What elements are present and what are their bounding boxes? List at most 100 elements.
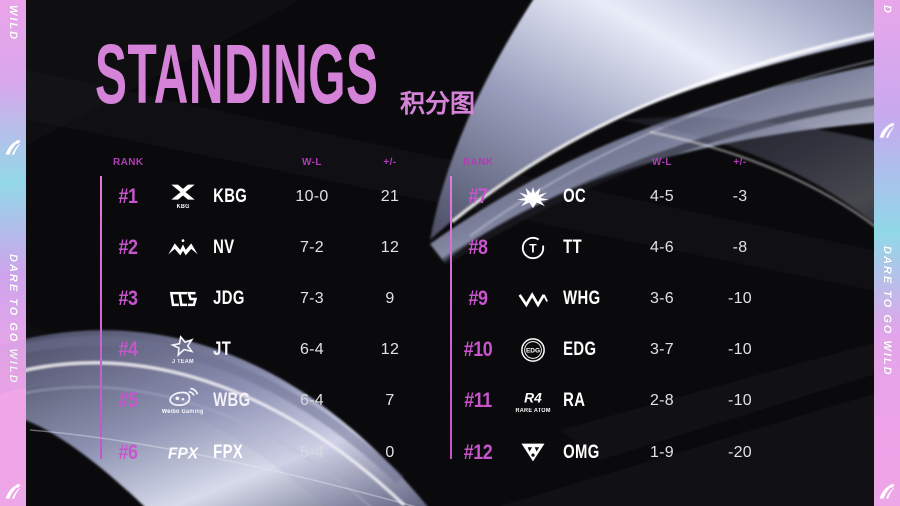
team-name: OMG (563, 441, 600, 463)
rank-label: #8 (468, 235, 488, 259)
rank-label: #6 (118, 440, 138, 464)
team-logo-glyph (514, 289, 552, 309)
team-logo-glyph: R4 (514, 388, 552, 407)
win-loss-value: 4-5 (649, 187, 675, 205)
page-title: STANDINGS (95, 27, 379, 121)
page-header: STANDINGS 积分图 (95, 27, 592, 121)
whg-logo (506, 289, 560, 309)
page-subtitle-zh: 积分图 (400, 90, 476, 118)
team-name: EDG (563, 339, 597, 361)
rank-label: #1 (118, 184, 138, 208)
rank-label: #10 (463, 338, 493, 362)
win-loss-value: 6-4 (299, 392, 325, 410)
team-logo-glyph: FPX (163, 442, 203, 464)
standings-table-right: RANK W-L +/- #7 OC 4-5 -3 #8 T TT 4- (450, 153, 780, 478)
win-loss-value: 7-3 (299, 289, 325, 307)
plus-minus-value: -8 (732, 238, 748, 256)
plus-minus-value: -3 (732, 187, 748, 205)
banner-text-phrase: DARE TO GO WILD (7, 254, 19, 385)
team-logo-caption: Weibo Gaming (162, 409, 204, 416)
team-name: NV (213, 236, 235, 258)
team-name: WHG (563, 287, 601, 309)
rank-label: #3 (118, 286, 138, 310)
banner-text-partial: WILD (7, 5, 19, 42)
team-name: JDG (213, 287, 245, 309)
omg-logo (506, 441, 560, 464)
team-logo-caption: J TEAM (172, 358, 194, 365)
wild-claw-icon (879, 483, 895, 499)
wild-claw-icon (5, 139, 21, 155)
column-header-win-loss: W-L (652, 156, 672, 168)
win-loss-value: 2-8 (649, 392, 675, 410)
team-name: OC (563, 185, 587, 207)
rank-label: #2 (118, 235, 138, 259)
standings-row: #4 J TEAM JT 6-4 12 (100, 325, 430, 376)
team-logo-glyph (165, 183, 201, 203)
table-header-row: RANK W-L +/- (100, 153, 430, 171)
plus-minus-value: 12 (380, 238, 400, 256)
win-loss-value: 4-6 (649, 238, 675, 256)
team-logo-glyph (164, 237, 202, 259)
standings-row: #5 Weibo Gaming WBG 6-4 7 (100, 376, 430, 427)
standings-row: #8 T TT 4-6 -8 (450, 222, 780, 273)
win-loss-value: 6-4 (299, 341, 325, 359)
edg-logo: EDG (506, 337, 560, 363)
svg-text:FPX: FPX (168, 445, 200, 462)
standings-row: #6 FPX FPX 5-4 0 (100, 427, 430, 478)
tt-logo: T (506, 235, 560, 261)
plus-minus-value: 12 (380, 341, 400, 359)
plus-minus-value: 0 (385, 443, 395, 461)
win-loss-value: 10-0 (295, 187, 329, 205)
team-logo-caption: KBG (176, 203, 190, 210)
standings-row: #7 OC 4-5 -3 (450, 171, 780, 222)
team-logo-glyph (164, 387, 202, 408)
standings-table-left: RANK W-L +/- #1 KBG KBG 10-0 21 #2 NV (100, 153, 430, 478)
plus-minus-value: -20 (727, 443, 753, 461)
wild-claw-icon (879, 122, 895, 138)
team-logo-caption: RARE ATOM (515, 408, 551, 415)
team-name: FPX (213, 441, 244, 463)
plus-minus-value: -10 (727, 289, 753, 307)
rank-label: #5 (118, 389, 138, 413)
rank-label: #9 (468, 286, 488, 310)
team-name: KBG (213, 185, 248, 207)
team-name: TT (563, 236, 583, 258)
plus-minus-value: 7 (385, 392, 395, 410)
rank-label: #11 (464, 389, 492, 413)
svg-text:R4: R4 (524, 390, 542, 406)
side-banner-right: D DARE TO GO WILD (874, 0, 900, 506)
team-name: WBG (213, 390, 251, 412)
nv-logo (156, 237, 210, 259)
svg-text:EDG: EDG (526, 347, 540, 354)
team-logo-glyph: T (516, 235, 550, 261)
rank-label: #4 (118, 338, 138, 362)
standings-row: #9 WHG 3-6 -10 (450, 273, 780, 324)
standings-row: #1 KBG KBG 10-0 21 (100, 171, 430, 222)
win-loss-value: 3-6 (649, 289, 675, 307)
plus-minus-value: -10 (727, 341, 753, 359)
oc-logo (506, 185, 560, 209)
column-header-rank: RANK (463, 156, 494, 168)
jdg-logo (156, 289, 210, 309)
rank-label: #12 (463, 440, 493, 464)
plus-minus-value: 9 (385, 289, 395, 307)
win-loss-value: 3-7 (649, 341, 675, 359)
rank-label: #7 (468, 184, 488, 208)
column-header-rank: RANK (113, 156, 144, 168)
standings-row: #3 JDG 7-3 9 (100, 273, 430, 324)
column-header-win-loss: W-L (302, 156, 322, 168)
win-loss-value: 7-2 (299, 238, 325, 256)
column-header-plus-minus: +/- (383, 156, 397, 168)
team-logo-glyph (165, 334, 201, 358)
jt-logo: J TEAM (156, 334, 210, 366)
banner-text-phrase: DARE TO GO WILD (881, 245, 893, 377)
plus-minus-value: 21 (380, 187, 400, 205)
win-loss-value: 5-4 (299, 443, 325, 461)
standings-row: #2 NV 7-2 12 (100, 222, 430, 273)
wbg-logo: Weibo Gaming (156, 387, 210, 416)
win-loss-value: 1-9 (649, 443, 675, 461)
side-banner-left: WILD DARE TO GO WILD (0, 0, 26, 506)
plus-minus-value: -10 (727, 392, 753, 410)
